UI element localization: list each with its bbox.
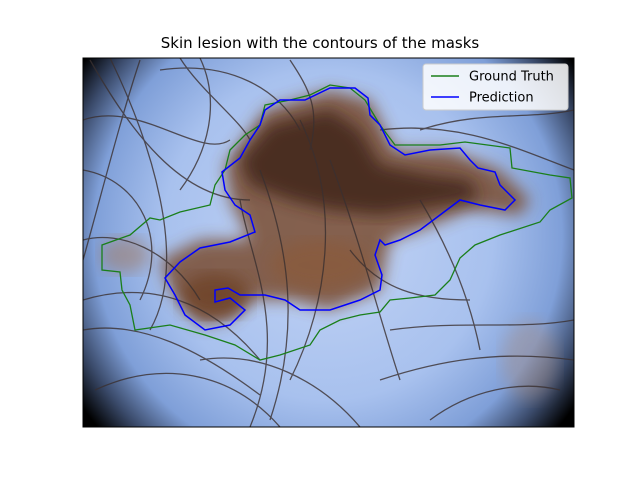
skin-image [83, 58, 574, 427]
legend-box [422, 63, 569, 111]
hair-strands [83, 58, 574, 427]
legend: Ground Truth Prediction [422, 63, 569, 111]
figure-title: Skin lesion with the contours of the mas… [160, 34, 480, 52]
lesion [100, 90, 558, 400]
legend-label-prediction: Prediction [469, 91, 534, 106]
legend-label-ground-truth: Ground Truth [469, 70, 554, 85]
axes-frame [82, 57, 575, 428]
prediction-contour [164, 87, 517, 331]
ground-truth-contour [101, 84, 573, 361]
